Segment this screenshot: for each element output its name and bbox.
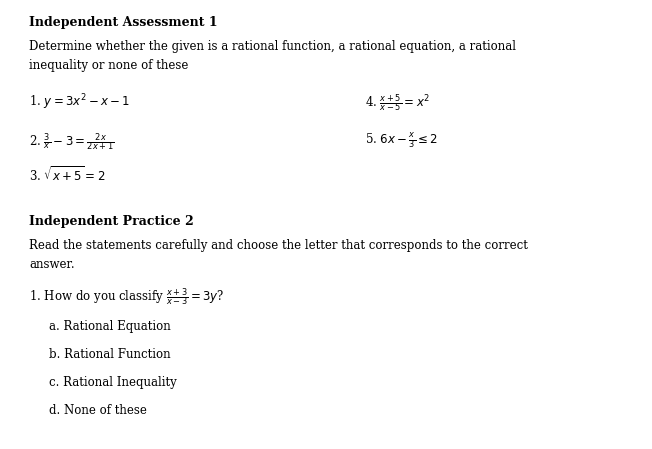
Text: 4. $\frac{x+5}{x-5} = x^2$: 4. $\frac{x+5}{x-5} = x^2$ (365, 92, 430, 114)
Text: 1. $y = 3x^2 - x - 1$: 1. $y = 3x^2 - x - 1$ (29, 92, 130, 112)
Text: Independent Assessment 1: Independent Assessment 1 (29, 16, 218, 29)
Text: 5. $6x - \frac{x}{3} \leq 2$: 5. $6x - \frac{x}{3} \leq 2$ (365, 132, 438, 151)
Text: b. Rational Function: b. Rational Function (49, 348, 171, 361)
Text: 3. $\sqrt{x+5} = 2$: 3. $\sqrt{x+5} = 2$ (29, 165, 106, 184)
Text: c. Rational Inequality: c. Rational Inequality (49, 376, 177, 389)
Text: 1. How do you classify $\frac{x+3}{x-3} = 3y$?: 1. How do you classify $\frac{x+3}{x-3} … (29, 286, 225, 308)
Text: a. Rational Equation: a. Rational Equation (49, 320, 171, 333)
Text: d. None of these: d. None of these (49, 404, 147, 417)
Text: 2. $\frac{3}{x} - 3 = \frac{2x}{2x+1}$: 2. $\frac{3}{x} - 3 = \frac{2x}{2x+1}$ (29, 132, 115, 153)
Text: Independent Practice 2: Independent Practice 2 (29, 215, 194, 228)
Text: Determine whether the given is a rational function, a rational equation, a ratio: Determine whether the given is a rationa… (29, 40, 516, 72)
Text: Read the statements carefully and choose the letter that corresponds to the corr: Read the statements carefully and choose… (29, 239, 528, 271)
